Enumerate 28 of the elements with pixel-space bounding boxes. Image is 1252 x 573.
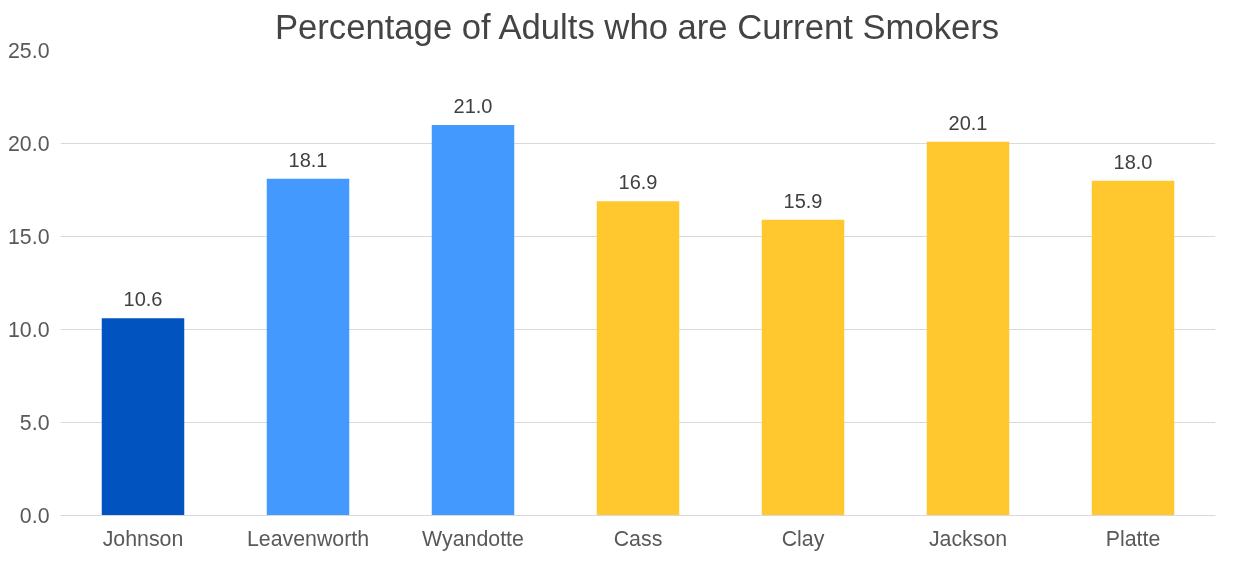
bar (926, 141, 1010, 516)
bar (1091, 180, 1175, 516)
y-tick-label: 25.0 (7, 39, 50, 63)
data-label: 16.9 (618, 171, 658, 194)
data-label: 18.0 (1113, 150, 1153, 173)
bar (596, 201, 680, 516)
y-tick-label: 15.0 (7, 225, 50, 249)
y-tick-label: 5.0 (19, 411, 50, 435)
bar (761, 219, 845, 516)
bar (101, 318, 185, 516)
bar (266, 178, 350, 516)
x-tick-label: Wyandotte (422, 526, 524, 551)
chart-title: Percentage of Adults who are Current Smokers (274, 7, 1000, 46)
data-label: 18.1 (288, 148, 328, 171)
y-tick-label: 0.0 (19, 504, 50, 528)
data-label: 15.9 (783, 189, 823, 212)
y-tick-label: 10.0 (7, 318, 50, 342)
x-tick-label: Johnson (102, 526, 184, 551)
x-tick-label: Platte (1105, 526, 1161, 551)
bar (431, 124, 515, 516)
x-tick-label: Cass (613, 526, 663, 551)
x-tick-label: Jackson (928, 526, 1008, 551)
x-tick-label: Leavenworth (246, 526, 370, 551)
data-label: 21.0 (453, 94, 493, 117)
data-label: 20.1 (948, 111, 988, 134)
data-label: 10.6 (123, 288, 163, 311)
x-tick-label: Clay (781, 526, 825, 551)
y-tick-label: 20.0 (7, 132, 50, 156)
